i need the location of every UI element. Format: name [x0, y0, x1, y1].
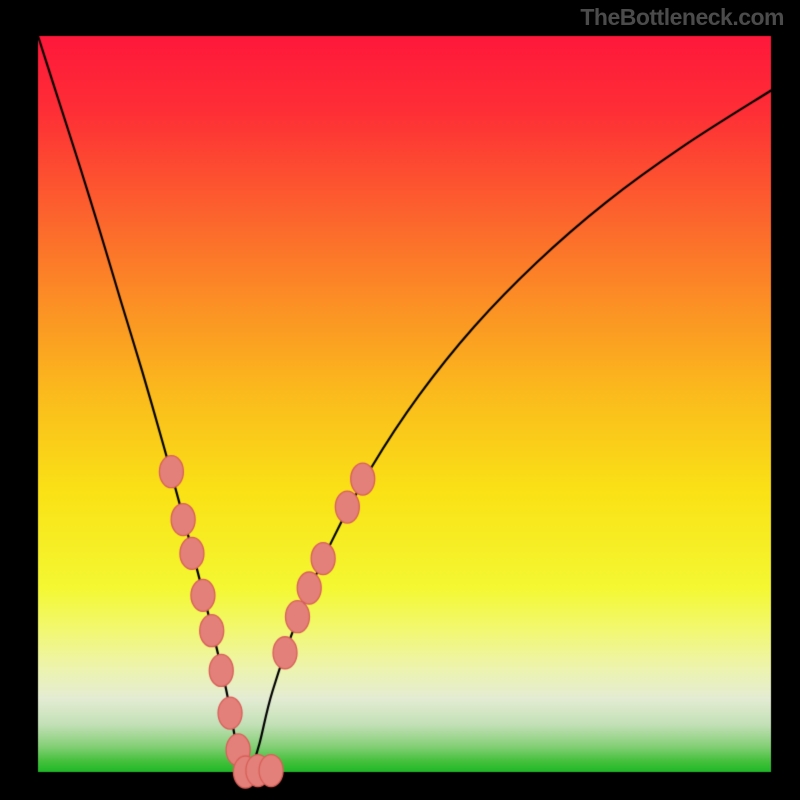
- bottleneck-v-curve-chart: [0, 0, 800, 800]
- chart-root: TheBottleneck.com: [0, 0, 800, 800]
